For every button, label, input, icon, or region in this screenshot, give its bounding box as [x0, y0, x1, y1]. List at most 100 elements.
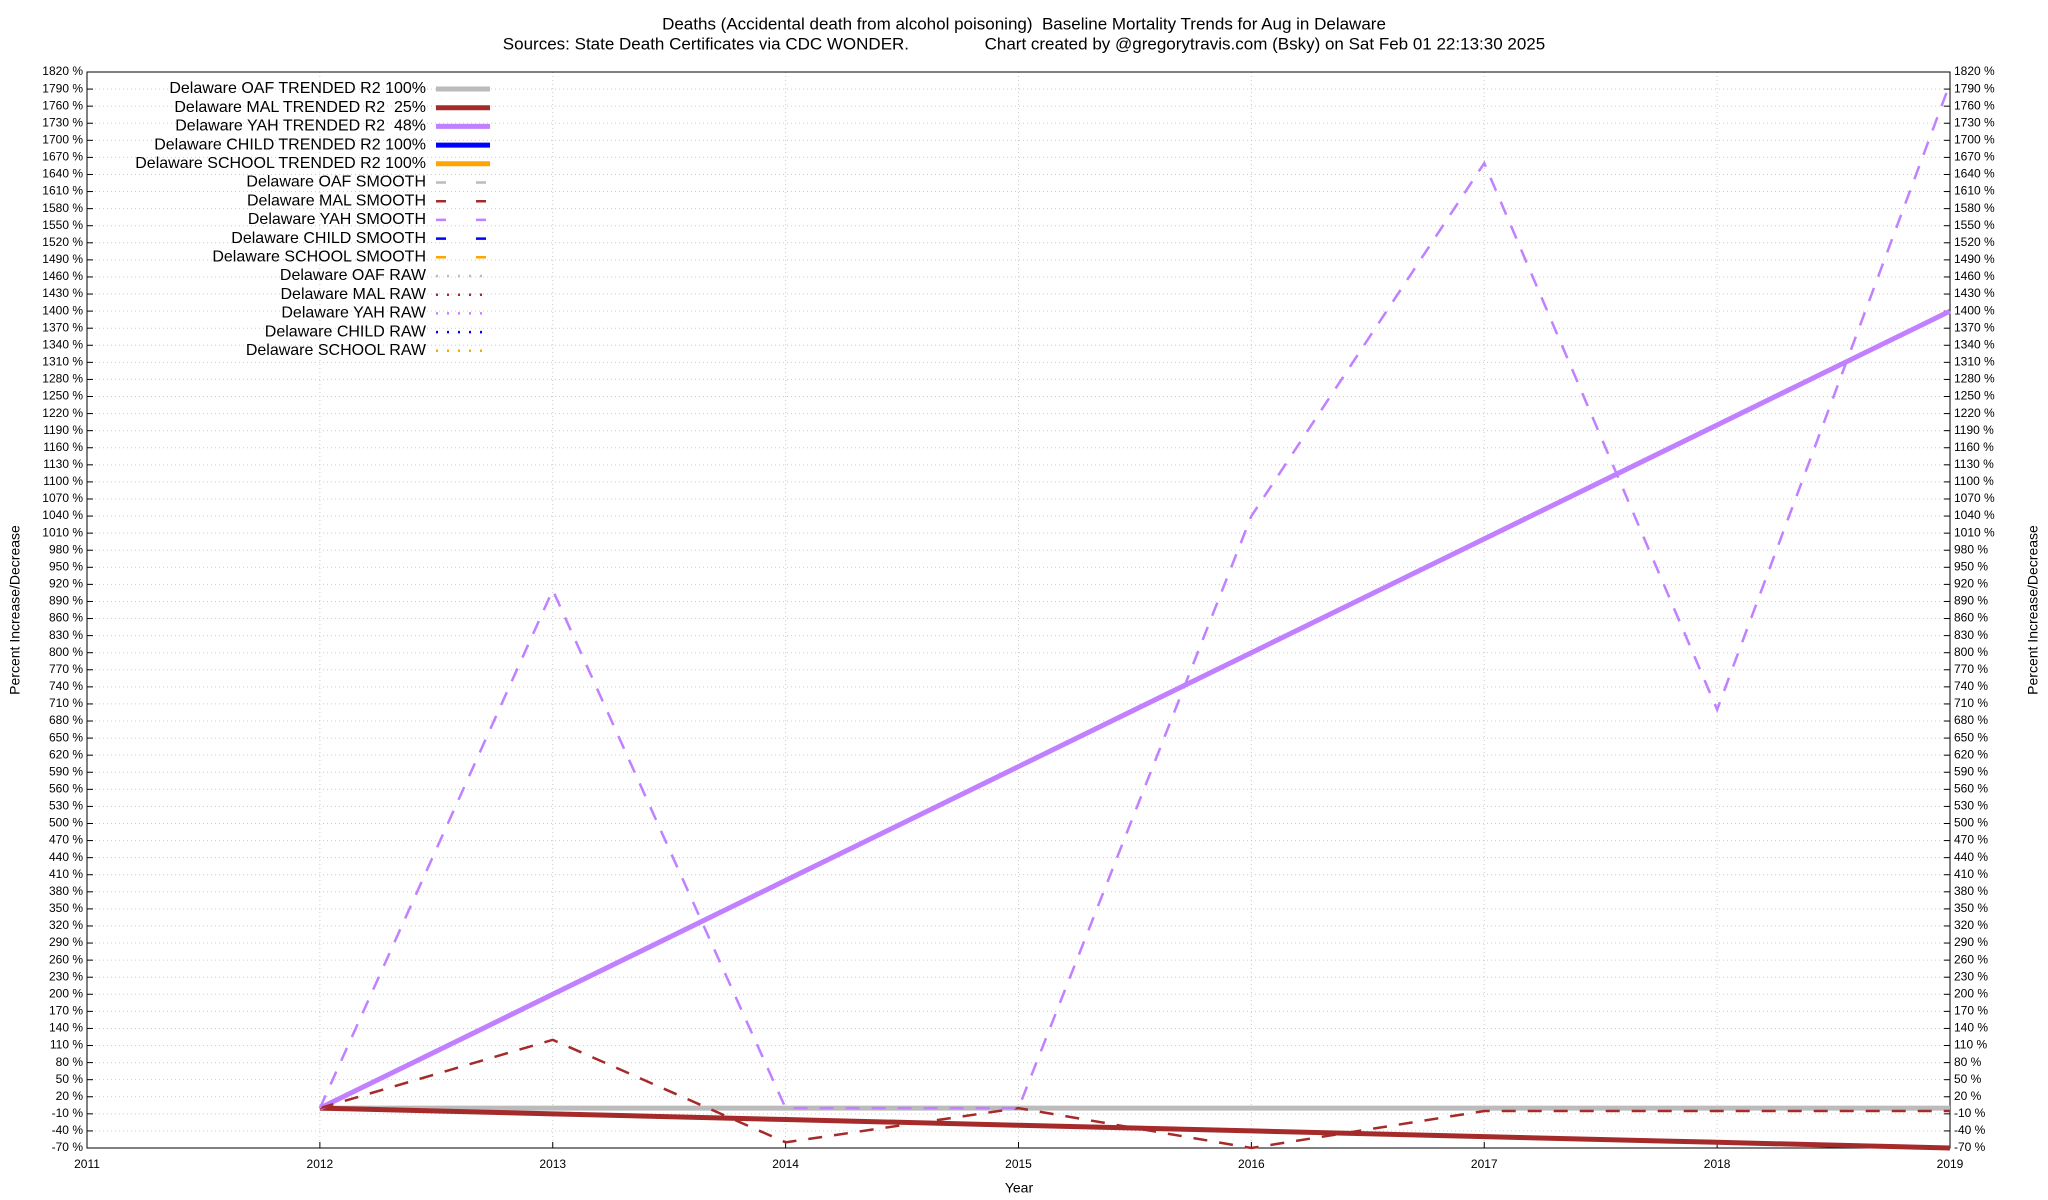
y2-tick-label: 350 %	[1954, 901, 1988, 915]
y-tick-label: 350 %	[49, 901, 83, 915]
y2-tick-label: 1730 %	[1954, 115, 1995, 129]
y-tick-label: 770 %	[49, 662, 83, 676]
x-tick-label: 2017	[1471, 1157, 1498, 1171]
y-tick-label: 1640 %	[42, 167, 83, 181]
y2-tick-label: 170 %	[1954, 1004, 1988, 1018]
y2-tick-label: 320 %	[1954, 918, 1988, 932]
x-tick-label: 2015	[1005, 1157, 1032, 1171]
y2-tick-label: 830 %	[1954, 628, 1988, 642]
y-tick-label: 290 %	[49, 935, 83, 949]
y-tick-label: 1610 %	[42, 184, 83, 198]
y-tick-label: 1460 %	[42, 269, 83, 283]
x-tick-label: 2018	[1704, 1157, 1731, 1171]
y-tick-label: 1250 %	[42, 389, 83, 403]
y-tick-label: 260 %	[49, 952, 83, 966]
y-tick-label: 830 %	[49, 628, 83, 642]
y2-tick-label: 1280 %	[1954, 372, 1995, 386]
legend-label: Delaware YAH SMOOTH	[248, 211, 426, 228]
y-tick-label: 1670 %	[42, 150, 83, 164]
y2-tick-label: 530 %	[1954, 799, 1988, 813]
y2-tick-label: 290 %	[1954, 935, 1988, 949]
y-tick-label: 230 %	[49, 969, 83, 983]
y2-tick-label: 50 %	[1954, 1072, 1982, 1086]
x-axis-label: Year	[1005, 1180, 1034, 1196]
legend-label: Delaware CHILD RAW	[265, 323, 427, 340]
legend-label: Delaware OAF SMOOTH	[246, 174, 426, 191]
legend-label: Delaware CHILD TRENDED R2 100%	[154, 136, 426, 153]
y2-tick-label: 440 %	[1954, 850, 1988, 864]
y2-tick-label: 1790 %	[1954, 81, 1995, 95]
series-line	[319, 1038, 1950, 1150]
y-tick-label: 1520 %	[42, 235, 83, 249]
y2-tick-label: 1190 %	[1954, 423, 1994, 437]
legend-label: Delaware MAL RAW	[280, 286, 426, 303]
y2-tick-label: 920 %	[1954, 577, 1988, 591]
y-tick-label: 1790 %	[42, 81, 83, 95]
y2-tick-label: 1550 %	[1954, 218, 1995, 232]
y2-tick-label: 1010 %	[1954, 525, 1995, 539]
legend-label: Delaware YAH RAW	[281, 305, 427, 322]
legend-label: Delaware YAH TRENDED R2 48%	[175, 118, 426, 135]
y-tick-label: 1370 %	[42, 320, 83, 334]
y2-tick-label: -10 %	[1954, 1106, 1986, 1120]
y-tick-label: 860 %	[49, 611, 83, 625]
y2-tick-label: 1370 %	[1954, 320, 1995, 334]
x-tick-label: 2012	[307, 1157, 334, 1171]
y-tick-label: 620 %	[49, 747, 83, 761]
legend-label: Delaware SCHOOL RAW	[246, 342, 427, 359]
y-tick-label: 320 %	[49, 918, 83, 932]
y-tick-label: 650 %	[49, 730, 83, 744]
y2-tick-label: 950 %	[1954, 559, 1988, 573]
y2-tick-label: 1700 %	[1954, 132, 1995, 146]
y-tick-label: 1820 %	[42, 64, 83, 78]
y-tick-label: 1220 %	[42, 406, 83, 420]
y2-tick-label: 1520 %	[1954, 235, 1995, 249]
y-tick-label: 740 %	[49, 679, 83, 693]
y2-tick-label: 590 %	[1954, 764, 1988, 778]
y-tick-label: 1400 %	[42, 303, 83, 317]
y2-tick-label: 1760 %	[1954, 98, 1995, 112]
y2-tick-label: 140 %	[1954, 1021, 1988, 1035]
chart-subtitle: Sources: State Death Certificates via CD…	[503, 34, 1545, 53]
y2-axis-label: Percent Increase/Decrease	[2025, 525, 2041, 695]
y-tick-label: -10 %	[52, 1106, 84, 1120]
legend-label: Delaware MAL TRENDED R2 25%	[174, 99, 426, 116]
y-tick-label: 1730 %	[42, 115, 83, 129]
y-tick-label: 1280 %	[42, 372, 83, 386]
y2-tick-label: 980 %	[1954, 542, 1988, 556]
y-tick-label: 1160 %	[43, 440, 83, 454]
y-tick-label: 530 %	[49, 799, 83, 813]
y-tick-label: 590 %	[49, 764, 83, 778]
y-tick-label: 1580 %	[42, 201, 83, 215]
y-tick-label: 470 %	[49, 833, 83, 847]
y2-tick-label: 800 %	[1954, 645, 1988, 659]
x-tick-label: 2019	[1937, 1157, 1964, 1171]
y-tick-label: 1430 %	[42, 286, 83, 300]
y-tick-label: 890 %	[49, 594, 83, 608]
series-line	[319, 1105, 1951, 1151]
y-tick-label: 710 %	[49, 696, 83, 710]
y2-tick-label: 380 %	[1954, 884, 1988, 898]
y-tick-label: 80 %	[56, 1055, 84, 1069]
y-tick-label: 1340 %	[42, 337, 83, 351]
y2-tick-label: 680 %	[1954, 713, 1988, 727]
y2-tick-label: -40 %	[1954, 1123, 1986, 1137]
y2-tick-label: 1340 %	[1954, 337, 1995, 351]
legend-label: Delaware OAF TRENDED R2 100%	[169, 80, 426, 97]
y-tick-label: 1070 %	[42, 491, 83, 505]
y-tick-label: 1100 %	[43, 474, 83, 488]
y2-tick-label: 110 %	[1954, 1038, 1987, 1052]
y2-tick-label: -70 %	[1954, 1140, 1986, 1154]
y2-tick-label: 1640 %	[1954, 167, 1995, 181]
y2-tick-label: 1250 %	[1954, 389, 1995, 403]
y2-tick-label: 500 %	[1954, 816, 1988, 830]
y2-tick-label: 1040 %	[1954, 508, 1995, 522]
y-tick-label: 1550 %	[42, 218, 83, 232]
y-tick-label: 1130 %	[43, 457, 83, 471]
y2-tick-label: 710 %	[1954, 696, 1988, 710]
y2-tick-label: 230 %	[1954, 969, 1988, 983]
x-tick-label: 2013	[539, 1157, 566, 1171]
y2-tick-label: 890 %	[1954, 594, 1988, 608]
y2-tick-label: 410 %	[1954, 867, 1988, 881]
